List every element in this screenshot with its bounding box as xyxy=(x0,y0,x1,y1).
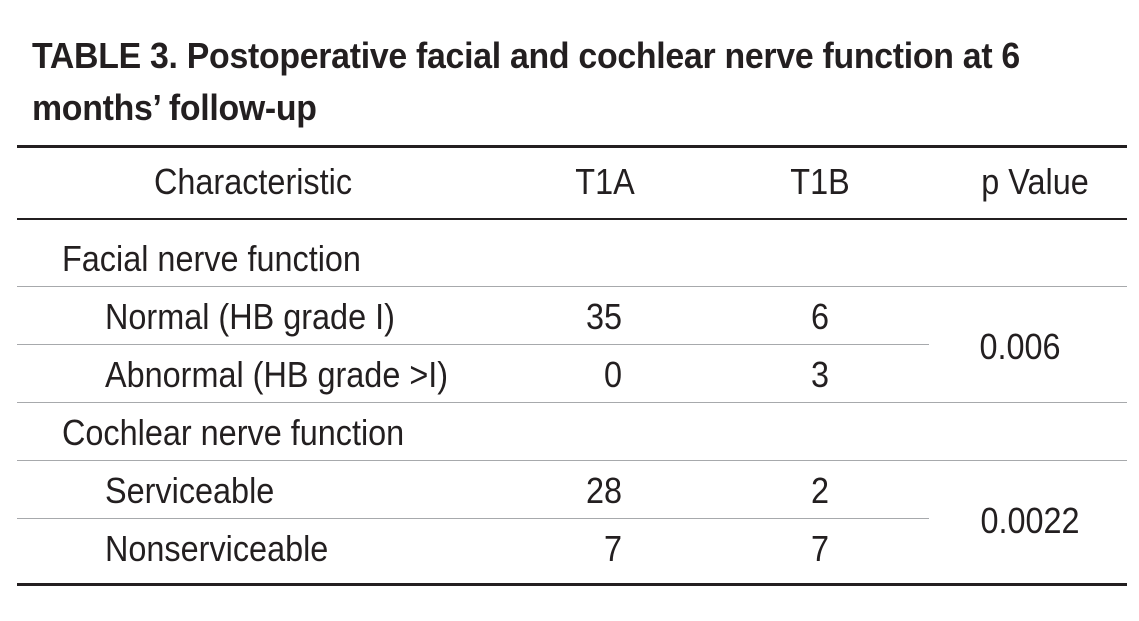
row-divider xyxy=(17,460,1127,461)
cell-t1a-abnormal: 0 xyxy=(603,354,622,395)
cell-t1a-serviceable: 28 xyxy=(585,470,622,511)
cell-t1b-abnormal: 3 xyxy=(810,354,830,395)
cell-t1b-normal: 6 xyxy=(810,296,830,337)
cell-t1b-serviceable: 2 xyxy=(810,470,830,511)
p-value-cochlear: 0.0022 xyxy=(980,500,1080,541)
section-title-cochlear: Cochlear nerve function xyxy=(62,412,405,453)
row-divider xyxy=(17,286,1127,287)
p-value-facial: 0.006 xyxy=(979,326,1061,367)
row-label-normal: Normal (HB grade I) xyxy=(105,296,395,337)
header-characteristic: Characteristic xyxy=(153,161,353,202)
row-divider xyxy=(17,518,929,519)
row-label-abnormal: Abnormal (HB grade >I) xyxy=(105,354,449,395)
table-top-rule xyxy=(17,145,1127,148)
row-divider xyxy=(17,402,1127,403)
row-label-nonserviceable: Nonserviceable xyxy=(105,528,329,569)
cell-t1a-normal: 35 xyxy=(585,296,622,337)
cell-t1b-nonserviceable: 7 xyxy=(810,528,830,569)
header-t1a: T1A xyxy=(575,161,635,202)
table-bottom-rule xyxy=(17,583,1127,586)
row-divider xyxy=(17,344,929,345)
header-p-value: p Value xyxy=(981,161,1089,202)
section-title-facial: Facial nerve function xyxy=(62,238,361,279)
header-bottom-rule xyxy=(17,218,1127,220)
table-caption: TABLE 3. Postoperative facial and cochle… xyxy=(32,35,1020,128)
header-t1b: T1B xyxy=(790,161,850,202)
cell-t1a-nonserviceable: 7 xyxy=(603,528,622,569)
row-label-serviceable: Serviceable xyxy=(105,470,275,511)
